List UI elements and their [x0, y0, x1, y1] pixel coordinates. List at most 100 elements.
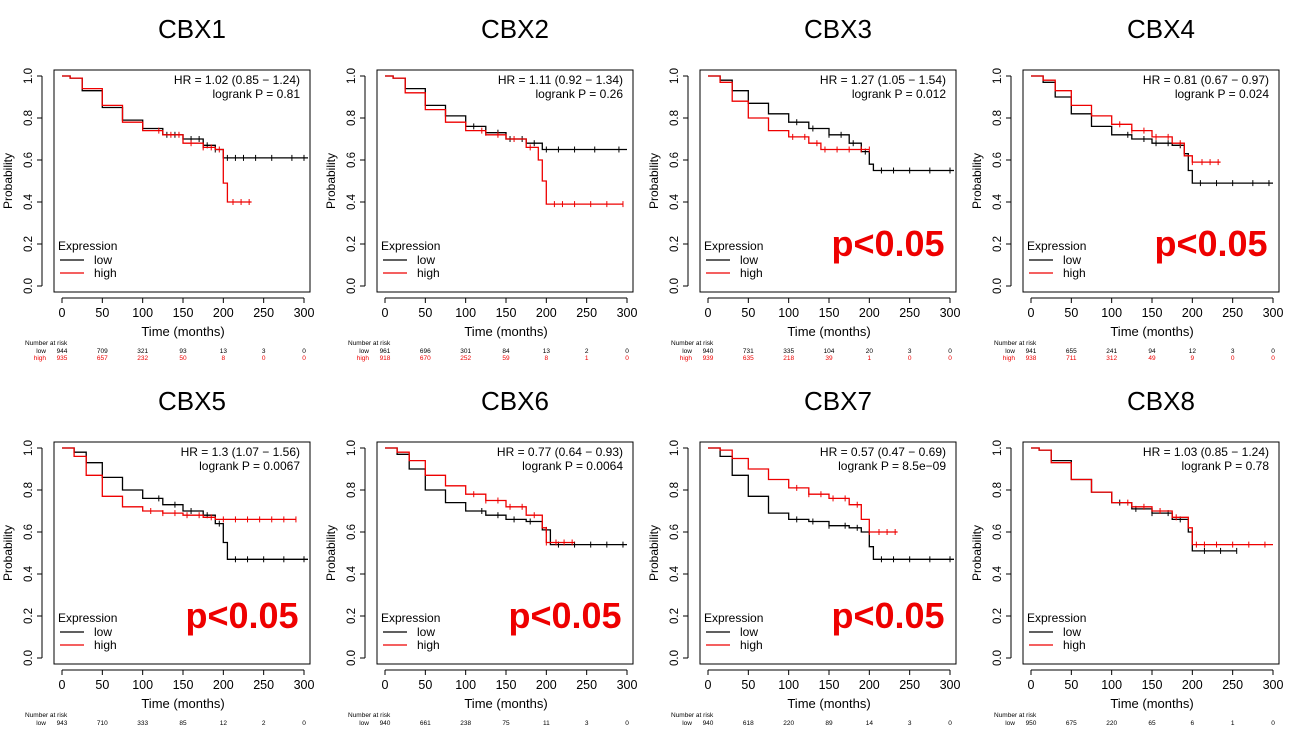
legend-title: Expression: [1027, 239, 1086, 253]
y-axis-label: Probability: [1, 153, 15, 209]
risk-value-low: 709: [97, 348, 108, 355]
x-tick-label: 150: [496, 306, 517, 320]
risk-value-low: 65: [1148, 720, 1156, 725]
x-tick-label: 0: [705, 678, 712, 692]
risk-value-low: 0: [1271, 348, 1275, 355]
risk-value-low: 940: [703, 720, 714, 725]
y-axis-label: Probability: [324, 153, 338, 209]
risk-value-low: 20: [866, 348, 874, 355]
x-tick-label: 300: [617, 306, 638, 320]
risk-value-low: 13: [220, 348, 228, 355]
x-tick-label: 0: [1028, 678, 1035, 692]
x-tick-label: 250: [1222, 306, 1243, 320]
y-tick-label: 1.0: [992, 68, 1004, 84]
x-tick-label: 50: [741, 678, 755, 692]
x-tick-label: 50: [95, 678, 109, 692]
y-tick-label: 0.8: [669, 482, 681, 498]
y-tick-label: 0.4: [23, 193, 35, 210]
x-axis-label: Time (months): [464, 696, 547, 711]
y-tick-label: 0.4: [669, 565, 681, 582]
y-tick-label: 0.8: [992, 110, 1004, 126]
y-tick-label: 0.6: [992, 524, 1004, 540]
x-tick-label: 300: [1263, 306, 1284, 320]
x-tick-label: 100: [455, 678, 476, 692]
risk-row-label-high: high: [680, 355, 693, 362]
x-tick-label: 200: [1182, 678, 1203, 692]
risk-value-low: 0: [948, 720, 952, 725]
risk-table-heading: Number at risk: [348, 712, 391, 719]
y-tick-label: 0.8: [346, 110, 358, 126]
significance-annotation: p<0.05: [831, 223, 944, 264]
logrank-p-text: logrank P = 8.5e−09: [838, 459, 946, 473]
risk-value-low: 0: [625, 348, 629, 355]
legend-label-low: low: [1063, 625, 1081, 639]
risk-value-low: 13: [543, 348, 551, 355]
risk-value-high: 218: [783, 355, 794, 362]
y-tick-label: 0.6: [23, 152, 35, 168]
y-tick-label: 0.2: [992, 608, 1004, 624]
km-curve-high: [1031, 75, 1221, 163]
hazard-ratio-text: HR = 1.03 (0.85 − 1.24): [1143, 445, 1269, 459]
risk-table-heading: Number at risk: [25, 712, 68, 719]
y-tick-label: 0.8: [992, 482, 1004, 498]
y-tick-label: 0.0: [346, 650, 358, 666]
risk-table-heading: Number at risk: [994, 340, 1037, 347]
y-tick-label: 0.0: [23, 278, 35, 294]
x-tick-label: 50: [418, 306, 432, 320]
risk-value-low: 675: [1066, 720, 1077, 725]
plot-frame: [376, 441, 634, 665]
x-tick-label: 300: [1263, 678, 1284, 692]
risk-value-low: 3: [262, 348, 266, 355]
panel-title: CBX4: [1127, 14, 1195, 44]
risk-value-low: 943: [57, 720, 68, 725]
x-tick-label: 200: [213, 678, 234, 692]
panel-title: CBX3: [804, 14, 872, 44]
y-axis-label: Probability: [647, 525, 661, 581]
risk-value-low: 335: [783, 348, 794, 355]
y-tick-label: 0.4: [23, 565, 35, 582]
legend-label-low: low: [740, 253, 758, 267]
x-axis-label: Time (months): [787, 324, 870, 339]
risk-value-high: 635: [743, 355, 754, 362]
risk-value-low: 84: [502, 348, 510, 355]
risk-value-high: 312: [1106, 355, 1117, 362]
risk-value-low: 696: [420, 348, 431, 355]
plot-frame: [699, 69, 957, 293]
panel-title: CBX2: [481, 14, 549, 44]
plot-frame: [53, 441, 311, 665]
km-curve-high: [1031, 447, 1273, 546]
hazard-ratio-text: HR = 1.11 (0.92 − 1.34): [498, 73, 623, 87]
legend-title: Expression: [58, 611, 117, 625]
y-tick-label: 0.6: [669, 152, 681, 168]
risk-value-high: 918: [380, 355, 391, 362]
y-tick-label: 0.6: [669, 524, 681, 540]
significance-annotation: p<0.05: [185, 595, 298, 636]
significance-annotation: p<0.05: [508, 595, 621, 636]
logrank-p-text: logrank P = 0.26: [535, 87, 623, 101]
plot-frame: [1022, 441, 1280, 665]
plot-frame: [376, 69, 634, 293]
y-tick-label: 0.4: [992, 193, 1004, 210]
y-tick-label: 0.6: [346, 152, 358, 168]
risk-value-low: 618: [743, 720, 754, 725]
y-tick-label: 0.6: [346, 524, 358, 540]
risk-value-high: 50: [179, 355, 187, 362]
y-tick-label: 0.8: [23, 110, 35, 126]
risk-value-low: 3: [1231, 348, 1235, 355]
x-axis-label: Time (months): [1110, 696, 1193, 711]
x-tick-label: 150: [1142, 678, 1163, 692]
risk-value-high: 1: [585, 355, 589, 362]
significance-annotation: p<0.05: [831, 595, 944, 636]
x-tick-label: 100: [132, 306, 153, 320]
x-tick-label: 50: [95, 306, 109, 320]
risk-row-label-low: low: [359, 720, 369, 725]
risk-value-low: 220: [1106, 720, 1117, 725]
y-tick-label: 0.0: [992, 278, 1004, 294]
risk-value-high: 0: [625, 355, 629, 362]
x-tick-label: 100: [455, 306, 476, 320]
y-tick-label: 0.4: [346, 565, 358, 582]
y-tick-label: 0.8: [23, 482, 35, 498]
legend-title: Expression: [58, 239, 117, 253]
risk-value-high: 0: [302, 355, 306, 362]
